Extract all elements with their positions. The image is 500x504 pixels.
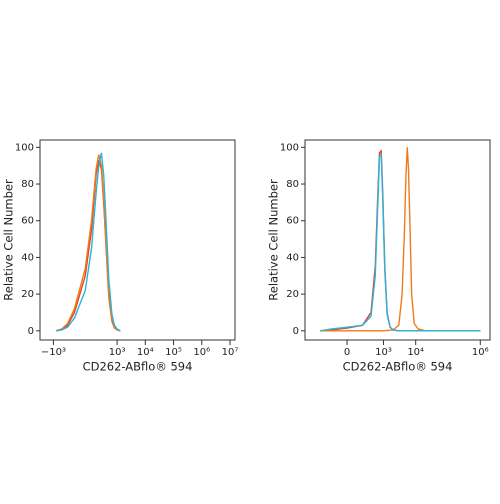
y-axis-title: Relative Cell Number: [2, 179, 16, 301]
y-tick-label: 60: [286, 216, 299, 227]
y-tick-label: 20: [286, 289, 299, 300]
y-tick-label: 60: [21, 216, 34, 227]
x-tick-label: 10⁵: [165, 347, 182, 358]
x-tick-label: 10³: [375, 347, 392, 358]
histogram-line: [320, 152, 481, 332]
y-tick-label: 0: [28, 326, 34, 337]
y-tick-label: 0: [293, 326, 299, 337]
x-tick-label: 10³: [109, 347, 126, 358]
y-tick-label: 80: [21, 179, 34, 190]
x-tick-label: −10³: [41, 347, 66, 358]
x-tick-label: 10⁶: [472, 347, 489, 358]
plot-frame: [304, 139, 491, 341]
histogram-line: [320, 147, 481, 332]
y-tick-label: 20: [21, 289, 34, 300]
plot-frame: [39, 139, 236, 341]
histogram-line: [320, 149, 481, 332]
y-tick-label: 100: [280, 142, 299, 153]
x-tick-label: 10⁴: [407, 347, 424, 358]
x-tick-label: 0: [344, 347, 350, 358]
histogram-line: [56, 152, 121, 332]
x-tick-label: 10⁷: [222, 347, 239, 358]
x-axis-title: CD262-ABflo® 594: [343, 360, 453, 374]
y-tick-label: 40: [21, 252, 34, 263]
y-axis-title: Relative Cell Number: [267, 179, 281, 301]
y-tick-label: 40: [286, 252, 299, 263]
y-tick-label: 100: [15, 142, 34, 153]
x-tick-label: 10⁴: [137, 347, 154, 358]
y-tick-label: 80: [286, 179, 299, 190]
x-axis-title: CD262-ABflo® 594: [83, 360, 193, 374]
x-tick-label: 10⁶: [193, 347, 210, 358]
